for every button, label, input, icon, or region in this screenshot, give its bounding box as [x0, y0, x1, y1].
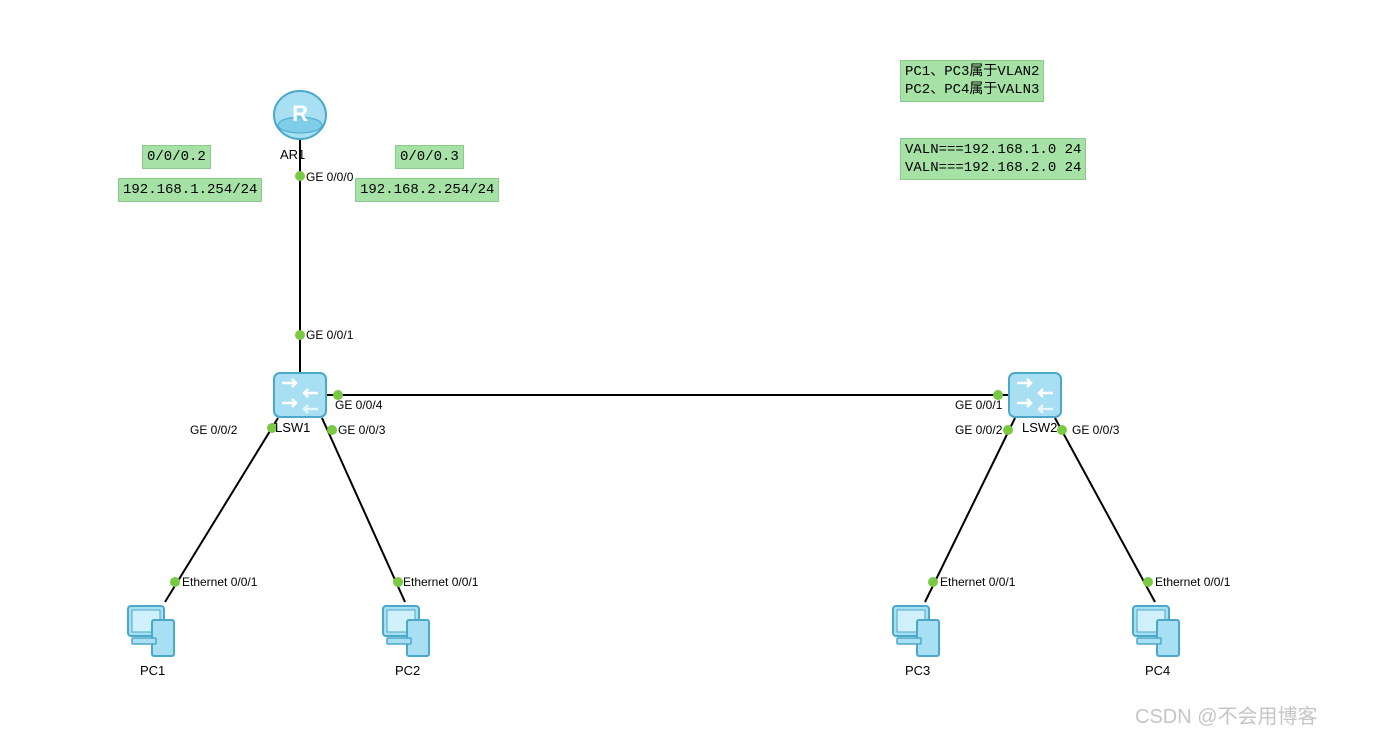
note-subif-2[interactable]: 0/0/0.2: [142, 145, 211, 169]
note-net-info[interactable]: VALN===192.168.1.0 24 VALN===192.168.2.0…: [900, 138, 1086, 180]
router-icon[interactable]: [274, 91, 326, 139]
device-label-pc2: PC2: [395, 663, 420, 678]
device-label-lsw2: LSW2: [1022, 420, 1057, 435]
pc-icon[interactable]: [383, 606, 429, 656]
pc-icon[interactable]: [1133, 606, 1179, 656]
switch-icon[interactable]: [274, 373, 326, 417]
port-label: GE 0/0/3: [1072, 423, 1119, 437]
port-label: GE 0/0/2: [955, 423, 1002, 437]
topology-svg: R: [0, 0, 1376, 732]
note-ip-left[interactable]: 192.168.1.254/24: [118, 178, 262, 202]
port-label: GE 0/0/4: [335, 398, 382, 412]
note-subif-3[interactable]: 0/0/0.3: [395, 145, 464, 169]
pc-icon[interactable]: [128, 606, 174, 656]
links: [165, 138, 1155, 602]
pc-icon[interactable]: [893, 606, 939, 656]
port-label: Ethernet 0/0/1: [1155, 575, 1230, 589]
port-label: Ethernet 0/0/1: [403, 575, 478, 589]
device-label-pc1: PC1: [140, 663, 165, 678]
port-label: GE 0/0/3: [338, 423, 385, 437]
device-label-ar1: AR1: [280, 147, 305, 162]
port-label: GE 0/0/1: [955, 398, 1002, 412]
note-vlan-info[interactable]: PC1、PC3属于VLAN2 PC2、PC4属于VALN3: [900, 60, 1044, 102]
switch-icon[interactable]: [1009, 373, 1061, 417]
watermark: CSDN @不会用博客: [1135, 700, 1318, 729]
note-ip-right[interactable]: 192.168.2.254/24: [355, 178, 499, 202]
device-label-lsw1: LSW1: [275, 420, 310, 435]
port-label: GE 0/0/2: [190, 423, 237, 437]
port-label: GE 0/0/1: [306, 328, 353, 342]
port-label: Ethernet 0/0/1: [940, 575, 1015, 589]
device-label-pc4: PC4: [1145, 663, 1170, 678]
device-label-pc3: PC3: [905, 663, 930, 678]
port-label: Ethernet 0/0/1: [182, 575, 257, 589]
port-label: GE 0/0/0: [306, 170, 353, 184]
